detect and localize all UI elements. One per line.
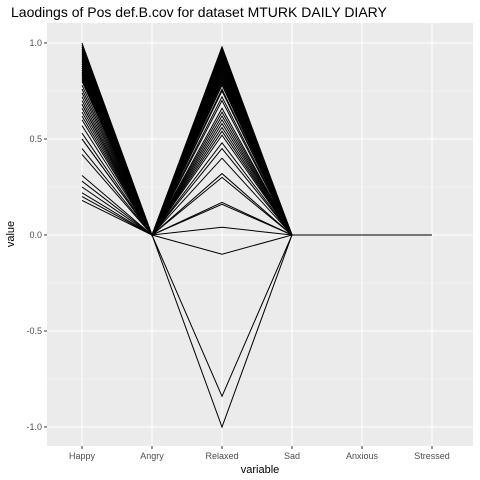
y-tick-label: 1.0 [29,38,42,48]
chart-title: Laodings of Pos def.B.cov for dataset MT… [11,4,388,20]
x-axis-title: variable [241,464,280,476]
y-tick-label: 0.0 [29,230,42,240]
x-axis: Happy Angry Relaxed Sad Anxious Stressed [69,446,450,461]
x-tick-label: Stressed [414,451,450,461]
y-tick-label: -1.0 [26,422,42,432]
y-axis-title: value [5,221,17,247]
x-tick-label: Sad [284,451,300,461]
y-axis: 1.0 0.5 0.0 -0.5 -1.0 [26,38,47,432]
x-tick-label: Angry [140,451,164,461]
series-line-44 [81,104,432,429]
series-group [81,42,432,429]
x-tick-label: Relaxed [205,451,238,461]
y-tick-label: 0.5 [29,134,42,144]
x-tick-label: Happy [69,451,96,461]
y-tick-label: -0.5 [26,326,42,336]
x-tick-label: Anxious [346,451,379,461]
